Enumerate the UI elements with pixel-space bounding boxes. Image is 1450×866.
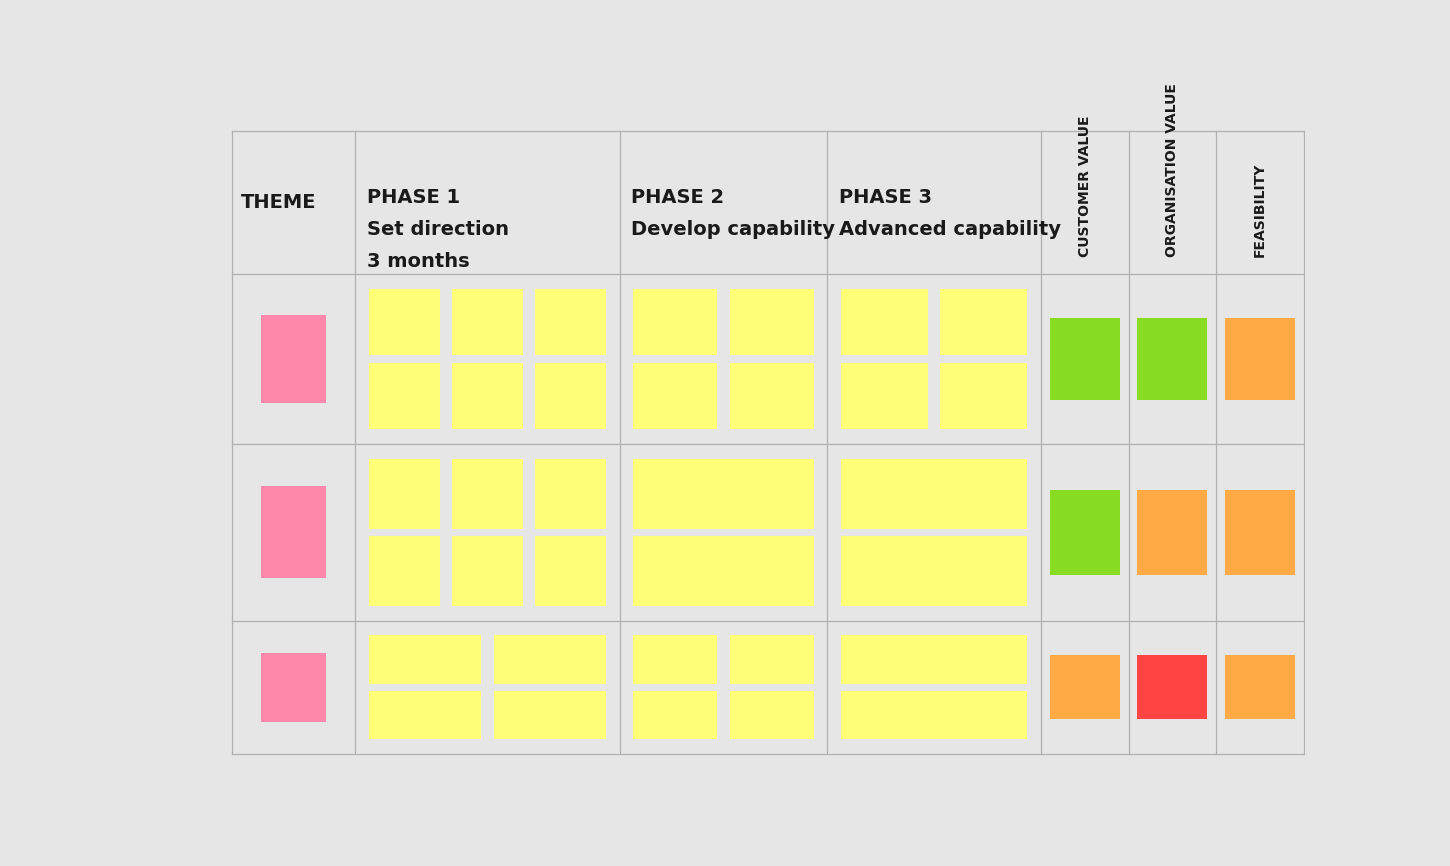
Text: Advanced capability: Advanced capability	[838, 220, 1060, 239]
Bar	[729, 288, 813, 355]
Bar	[634, 459, 813, 528]
Bar	[368, 288, 439, 355]
Bar	[729, 636, 813, 684]
Bar	[1050, 656, 1119, 720]
Bar	[841, 691, 1028, 740]
Bar	[729, 363, 813, 430]
Bar	[841, 459, 1028, 528]
Bar	[941, 288, 1028, 355]
Bar	[368, 636, 481, 684]
Text: PHASE 2: PHASE 2	[631, 188, 724, 207]
Bar	[493, 691, 606, 740]
Bar	[634, 363, 718, 430]
Bar	[452, 536, 523, 606]
Bar	[261, 653, 326, 722]
Bar	[1225, 656, 1295, 720]
Text: ORGANISATION VALUE: ORGANISATION VALUE	[1166, 83, 1179, 257]
Text: PHASE 3: PHASE 3	[838, 188, 932, 207]
Bar	[368, 459, 439, 528]
Bar	[368, 691, 481, 740]
Bar	[261, 314, 326, 404]
Text: THEME: THEME	[241, 193, 316, 212]
Bar	[634, 288, 718, 355]
Bar	[634, 691, 718, 740]
Text: FEASIBILITY: FEASIBILITY	[1253, 163, 1267, 257]
Bar	[452, 363, 523, 430]
Bar	[634, 536, 813, 606]
Text: PHASE 1: PHASE 1	[367, 188, 460, 207]
Bar	[1225, 490, 1295, 575]
Text: Develop capability: Develop capability	[631, 220, 835, 239]
Bar	[1050, 318, 1119, 400]
Text: Set direction: Set direction	[367, 220, 509, 239]
Bar	[261, 487, 326, 578]
Bar	[535, 288, 606, 355]
Bar	[841, 288, 928, 355]
Bar	[1137, 318, 1208, 400]
Bar	[452, 288, 523, 355]
Bar	[452, 459, 523, 528]
Bar	[841, 536, 1028, 606]
Bar	[535, 536, 606, 606]
Bar	[535, 459, 606, 528]
Bar	[1050, 490, 1119, 575]
Bar	[368, 363, 439, 430]
Bar	[1225, 318, 1295, 400]
Text: 3 months: 3 months	[367, 252, 470, 271]
Bar	[1137, 656, 1208, 720]
Bar	[941, 363, 1028, 430]
Bar	[368, 536, 439, 606]
Bar	[1137, 490, 1208, 575]
Bar	[729, 691, 813, 740]
Bar	[634, 636, 718, 684]
Bar	[841, 636, 1028, 684]
Text: CUSTOMER VALUE: CUSTOMER VALUE	[1077, 116, 1092, 257]
Bar	[841, 363, 928, 430]
Bar	[535, 363, 606, 430]
Bar	[493, 636, 606, 684]
